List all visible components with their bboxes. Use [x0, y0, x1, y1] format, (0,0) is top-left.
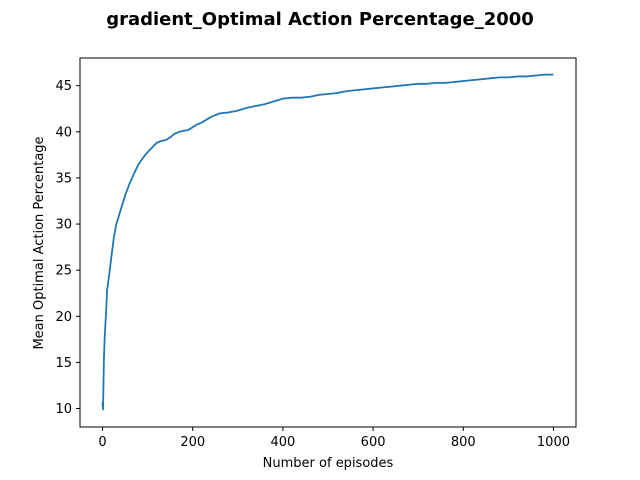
y-tick-label: 15 [55, 356, 72, 371]
y-tick-label: 35 [55, 171, 72, 186]
x-tick-label: 800 [451, 435, 476, 450]
y-tick-label: 20 [55, 310, 72, 325]
x-tick-label: 600 [361, 435, 386, 450]
plot-frame [79, 57, 577, 428]
x-tick-label: 0 [98, 435, 106, 450]
chart-title: gradient_Optimal Action Percentage_2000 [106, 9, 534, 30]
y-tick-label: 40 [55, 125, 72, 140]
plot-area [79, 57, 577, 428]
x-tick-label: 400 [270, 435, 295, 450]
y-tick-label: 10 [55, 402, 72, 417]
y-axis-ticks: 10 15 20 25 30 35 40 45 [55, 79, 80, 417]
x-axis-ticks: 0 200 400 600 800 1000 [98, 427, 570, 450]
series-line-0 [101, 73, 554, 411]
x-tick-label: 1000 [537, 435, 570, 450]
y-tick-label: 30 [55, 218, 72, 233]
x-tick-label: 200 [180, 435, 205, 450]
x-axis-label: Number of episodes [263, 456, 394, 471]
y-tick-label: 25 [55, 264, 72, 279]
y-tick-label: 45 [55, 79, 72, 94]
y-axis-label: Mean Optimal Action Percentage [32, 136, 47, 349]
